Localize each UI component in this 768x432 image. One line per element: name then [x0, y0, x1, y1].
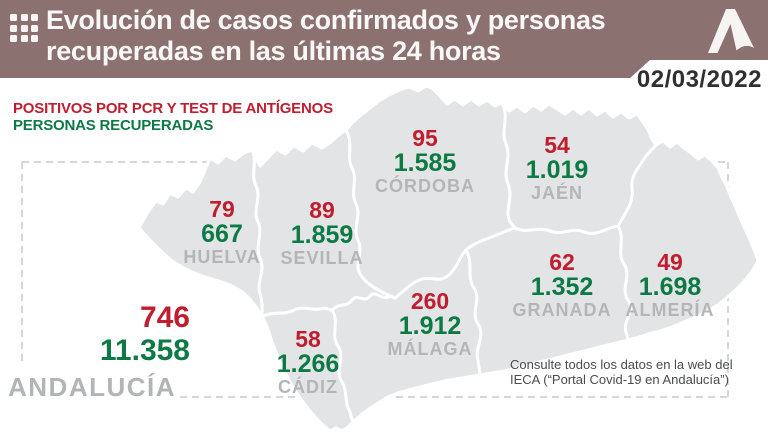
recovered-value: 1.912 [398, 312, 462, 340]
province-block-cadiz: 58 1.266 CÁDIZ [233, 327, 383, 397]
positives-value: 49 [657, 249, 683, 275]
province-name: ALMERÍA [625, 300, 715, 320]
province-block-sevilla: 89 1.859 SEVILLA [247, 198, 397, 268]
title-line-2: recuperadas en las últimas 24 horas [46, 36, 501, 66]
border-cadiz-malaga [330, 308, 354, 422]
page-title: Evolución de casos confirmados y persona… [46, 5, 646, 67]
border-cordoba-south [393, 226, 517, 300]
junta-de-andalucia-logo [708, 9, 754, 53]
recovered-value: 1.585 [393, 149, 457, 177]
province-block-malaga: 260 1.912 MÁLAGA [355, 289, 505, 359]
footer-note-line-2: IECA (“Portal Covid-19 en Andalucía”) [510, 372, 729, 387]
positives-value: 62 [549, 249, 575, 275]
date-label: 02/03/2022 [636, 66, 762, 93]
province-block-almeria: 49 1.698 ALMERÍA [595, 250, 745, 320]
province-name: MÁLAGA [387, 339, 473, 359]
province-block-jaen: 54 1.019 JAÉN [482, 133, 632, 203]
positives-value: 54 [544, 132, 570, 158]
region-name: ANDALUCÍA [8, 372, 177, 402]
province-borders [250, 101, 658, 422]
border-sevilla-cordoba [344, 128, 397, 300]
legend-positives: POSITIVOS POR PCR Y TEST DE ANTÍGENOS [13, 100, 333, 117]
province-block-cordoba: 95 1.585 CÓRDOBA [350, 126, 500, 196]
border-cordoba-jaen [500, 101, 517, 230]
province-name: HUELVA [183, 247, 261, 267]
region-recovered-total: 11.358 [99, 334, 190, 367]
recovered-value: 1.266 [276, 350, 340, 378]
title-line-1: Evolución de casos confirmados y persona… [46, 5, 606, 35]
province-block-granada: 62 1.352 GRANADA [487, 250, 637, 320]
positives-value: 260 [410, 288, 450, 314]
region-shape [137, 84, 760, 432]
positives-value: 58 [295, 326, 321, 352]
region-totals: 746 11.358 [0, 301, 190, 368]
positives-value: 79 [209, 196, 235, 222]
province-name: SEVILLA [280, 248, 364, 268]
region-positives-total: 746 [139, 301, 190, 334]
border-jaen-east [616, 143, 658, 228]
border-granada-malaga [464, 248, 483, 376]
positives-value: 89 [309, 197, 335, 223]
grid-icon [10, 14, 38, 42]
province-name: CÓRDOBA [375, 176, 475, 196]
border-sevilla-cadiz [260, 306, 334, 319]
province-name: CÁDIZ [278, 377, 338, 397]
border-jaen-granada [513, 224, 620, 235]
positives-value: 95 [412, 125, 438, 151]
recovered-value: 667 [201, 220, 243, 248]
border-sevilla-malaga [330, 292, 397, 312]
province-name: GRANADA [512, 300, 612, 320]
recovered-value: 1.352 [530, 273, 594, 301]
border-huelva-sevilla [250, 148, 264, 319]
border-granada-almeria [616, 224, 632, 341]
province-name: JAÉN [530, 183, 583, 203]
footer-note: Consulte todos los datos en la web del I… [510, 357, 750, 387]
header-band: Evolución de casos confirmados y persona… [0, 0, 768, 78]
recovered-value: 1.019 [525, 156, 589, 184]
province-block-huelva: 79 667 HUELVA [147, 197, 297, 267]
recovered-value: 1.698 [638, 273, 702, 301]
footer-note-line-1: Consulte todos los datos en la web del [510, 357, 733, 372]
header-notch [630, 60, 768, 78]
legend: POSITIVOS POR PCR Y TEST DE ANTÍGENOS PE… [13, 100, 333, 134]
recovered-value: 1.859 [290, 221, 354, 249]
legend-recovered: PERSONAS RECUPERADAS [13, 117, 214, 134]
